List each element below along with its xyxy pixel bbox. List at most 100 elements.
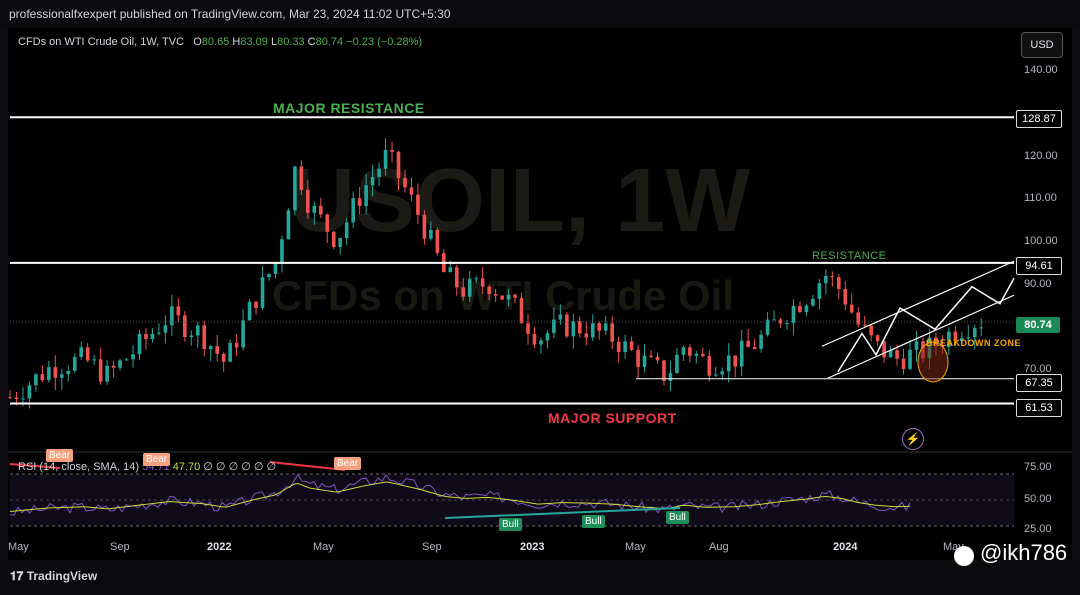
candle-body: [27, 385, 32, 399]
candle-body: [344, 222, 349, 239]
bull-divergence-tag: Bull: [666, 511, 689, 524]
candle-body: [228, 342, 232, 362]
tradingview-logo[interactable]: 𝟏𝟕 TradingView: [10, 569, 97, 584]
candle-body: [448, 267, 453, 273]
rsi-label: RSI (14, close, SMA, 14): [18, 461, 140, 473]
candle-body: [726, 355, 731, 372]
facebook-icon: [954, 546, 974, 566]
bear-divergence-tag: Bear: [46, 449, 74, 462]
candle-body: [817, 283, 822, 299]
change-value: −0.23 (−0.28%): [346, 36, 423, 48]
candle-body: [260, 277, 265, 308]
time-tick: May: [8, 541, 29, 553]
publish-bar: professionalfxexpert published on Tradin…: [0, 0, 1080, 28]
resistance-label: RESISTANCE: [812, 250, 887, 262]
candle-body: [267, 274, 271, 278]
candle-body: [493, 294, 498, 296]
channel-upper-line: [821, 260, 1015, 347]
candle-body: [254, 301, 258, 308]
support-price-badge: 67.35: [1016, 374, 1062, 392]
time-tick: Aug: [709, 541, 729, 553]
time-tick: May: [313, 541, 334, 553]
candle-body: [85, 347, 90, 361]
candle-body: [908, 349, 912, 370]
candle-body: [791, 305, 796, 324]
candle-body: [636, 349, 640, 367]
candle-body: [720, 371, 725, 375]
candle-body: [506, 294, 511, 300]
rsi-bear-divergence-line: [269, 461, 346, 471]
candle-body: [772, 319, 776, 321]
candle-body: [701, 353, 705, 357]
candle-body: [500, 295, 504, 300]
candle-body: [862, 324, 867, 326]
candle-body: [34, 374, 38, 386]
candle-body: [837, 277, 841, 290]
candle-body: [111, 365, 116, 368]
candle-body: [293, 166, 297, 211]
time-tick: 2023: [520, 541, 545, 553]
price-tick: 140.00: [1024, 64, 1058, 76]
candle-body: [377, 168, 381, 177]
candle-body: [21, 398, 25, 400]
candle-body: [616, 341, 621, 353]
candle-body: [429, 229, 433, 239]
candle-body: [824, 276, 828, 284]
candle-body: [947, 331, 951, 347]
symbol-legend: CFDs on WTI Crude Oil, 1W, TVC O80.65 H8…: [18, 36, 422, 48]
candle-body: [655, 356, 660, 361]
candle-body: [118, 360, 122, 368]
candle-body: [603, 323, 608, 331]
candle-body: [131, 354, 135, 360]
high-value: 83.09: [240, 36, 268, 48]
candle-body: [306, 189, 310, 213]
time-tick: 2022: [207, 541, 232, 553]
candle-body: [519, 297, 524, 324]
candle-body: [713, 374, 718, 376]
candle-body: [882, 341, 886, 358]
candle-body: [843, 289, 848, 305]
candle-body: [532, 333, 537, 345]
candle-body: [351, 198, 355, 223]
major-resistance-label: MAJOR RESISTANCE: [273, 100, 425, 116]
price-tick: 120.00: [1024, 150, 1058, 162]
candle-body: [934, 337, 938, 346]
time-tick: 2024: [833, 541, 858, 553]
breakdown-zone-ellipse: [917, 341, 949, 383]
candle-body: [454, 267, 459, 288]
candle-body: [526, 323, 530, 334]
candle-body: [856, 312, 861, 325]
footer-bar: [0, 560, 1080, 595]
candle-body: [662, 360, 666, 381]
price-tick: 90.00: [1024, 278, 1052, 290]
candle-body: [383, 149, 388, 169]
candle-body: [467, 278, 472, 297]
candle-body: [137, 333, 142, 355]
candle-body: [170, 306, 174, 326]
candle-body: [144, 333, 148, 340]
candle-body: [189, 335, 194, 338]
high-label: H: [232, 36, 241, 48]
candles: [8, 138, 984, 409]
breakdown-zone-label: BREAKDOWN ZONE: [926, 338, 1021, 348]
candle-body: [584, 333, 589, 338]
candle-body: [972, 327, 977, 338]
candle-body: [390, 149, 394, 152]
rsi-tick: 75.00: [1024, 461, 1052, 473]
currency-button[interactable]: USD: [1021, 32, 1063, 58]
candle-body: [642, 355, 647, 367]
candle-body: [694, 353, 699, 356]
candle-body: [578, 321, 582, 334]
low-value: 80.33: [277, 36, 305, 48]
candle-body: [552, 319, 556, 334]
candle-body: [312, 205, 317, 213]
candle-body: [739, 340, 744, 367]
candle-body: [681, 347, 686, 355]
bear-divergence-tag: Bear: [143, 453, 171, 466]
lightning-icon[interactable]: ⚡: [902, 428, 924, 450]
price-tick: 110.00: [1024, 192, 1057, 204]
candle-body: [215, 346, 220, 354]
resistance-price-badge: 94.61: [1016, 257, 1062, 275]
candle-body: [558, 314, 563, 320]
